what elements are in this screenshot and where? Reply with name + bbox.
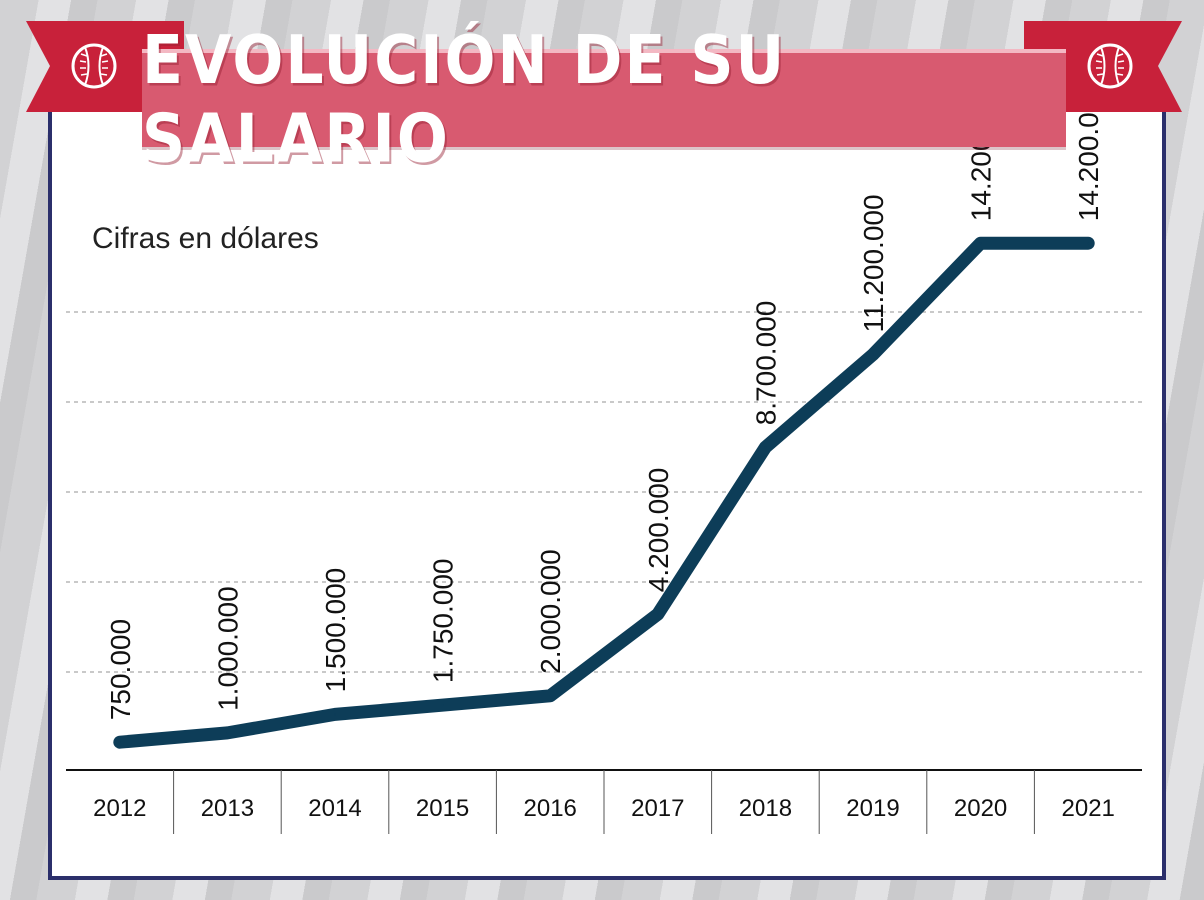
- chart-card: [48, 96, 1166, 880]
- x-tick-label: 2013: [201, 795, 254, 822]
- salary-line: [113, 236, 1095, 749]
- data-point: [118, 741, 121, 744]
- data-point: [764, 446, 767, 449]
- x-tick-label: 2017: [631, 795, 684, 822]
- data-point: [872, 353, 874, 356]
- data-point: [1087, 242, 1090, 245]
- page-title: EVOLUCIÓN DE SU SALARIO: [142, 21, 787, 179]
- x-tick-label: 2020: [954, 795, 1007, 822]
- chart-subtitle: Cifras en dólares: [92, 222, 319, 255]
- data-label: 750.000: [105, 619, 136, 720]
- data-point: [656, 613, 659, 616]
- data-point: [441, 704, 444, 707]
- x-tick-label: 2012: [93, 795, 146, 822]
- x-tick-label: 2015: [416, 795, 469, 822]
- baseball-icon: [1087, 43, 1133, 89]
- data-point: [979, 242, 982, 245]
- data-label: 1.000.000: [212, 586, 243, 711]
- x-tick-label: 2021: [1062, 795, 1115, 822]
- data-label: 11.200.000: [858, 194, 889, 332]
- x-tick-label: 2019: [846, 795, 899, 822]
- data-label: 8.700.000: [750, 301, 781, 426]
- data-label: 2.000.000: [535, 549, 566, 674]
- baseball-icon: [71, 43, 117, 89]
- data-label: 1.750.000: [428, 559, 459, 684]
- data-label: 4.200.000: [643, 468, 674, 593]
- title-banner: EVOLUCIÓN DE SU SALARIO: [142, 22, 1066, 178]
- x-tick-label: 2018: [739, 795, 792, 822]
- x-tick-label: 2016: [524, 795, 577, 822]
- x-tick-label: 2014: [308, 795, 361, 822]
- data-label: 1.500.000: [320, 568, 351, 693]
- data-point: [549, 694, 552, 697]
- data-point: [334, 713, 336, 716]
- data-point: [226, 731, 229, 734]
